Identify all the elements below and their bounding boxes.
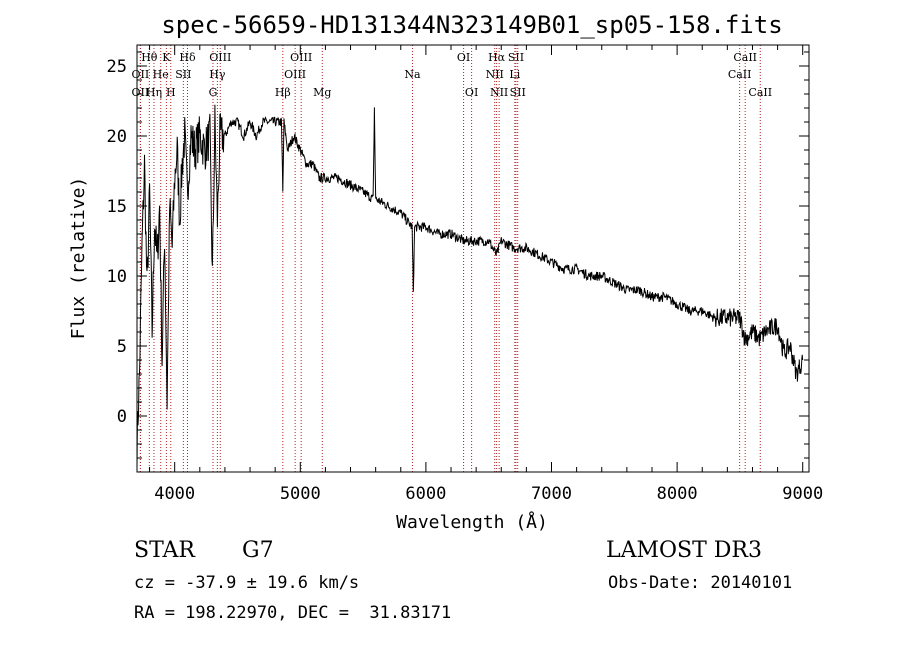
line-marker-label-19: Hα xyxy=(488,51,506,64)
line-marker-label-21: NII xyxy=(490,86,508,99)
line-marker-label-15: Mg xyxy=(313,86,331,99)
x-tick-label-7000: 7000 xyxy=(531,484,572,504)
line-marker-label-4: He xyxy=(153,68,169,81)
line-marker-label-6: H xyxy=(166,86,176,99)
line-marker-label-0: Hθ xyxy=(141,51,158,64)
line-marker-label-27: CaII xyxy=(748,86,772,99)
spectrum-chart: spec-56659-HD131344N323149B01_sp05-158.f… xyxy=(68,11,823,533)
line-marker-label-9: OIII xyxy=(209,51,231,64)
object-subclass: G7 xyxy=(242,538,274,563)
spectrum-series xyxy=(136,104,804,467)
line-marker-label-16: Na xyxy=(404,68,421,81)
line-marker-label-23: Li xyxy=(509,68,520,81)
y-tick-label-20: 20 xyxy=(107,127,127,147)
redshift-readout: cz = -37.9 ± 19.6 km/s xyxy=(134,573,360,593)
line-marker-label-8: SII xyxy=(175,68,191,81)
line-marker-label-7: Hδ xyxy=(179,51,196,64)
line-marker-label-25: CaII xyxy=(733,51,757,64)
plot-frame xyxy=(136,44,810,473)
line-marker-label-5: Hη xyxy=(146,86,162,99)
x-tick-label-4000: 4000 xyxy=(154,484,195,504)
y-tick-label-25: 25 xyxy=(107,57,127,77)
line-marker-label-17: OI xyxy=(457,51,470,64)
spectrum-line xyxy=(136,104,804,467)
x-axis-label: Wavelength (Å) xyxy=(396,511,548,533)
line-marker-label-24: SII xyxy=(510,86,526,99)
y-axis-label: Flux (relative) xyxy=(68,177,89,340)
chart-title: spec-56659-HD131344N323149B01_sp05-158.f… xyxy=(161,11,782,39)
line-marker-label-3: K xyxy=(162,51,171,64)
line-marker-label-13: OIII xyxy=(290,51,312,64)
y-tick-label-10: 10 xyxy=(107,267,127,287)
line-marker-label-22: SII xyxy=(508,51,524,64)
x-tick-label-9000: 9000 xyxy=(782,484,823,504)
line-marker-label-1: OII xyxy=(132,68,150,81)
line-markers: Hθ OII OII K He Hη H Hδ SII OIII Hγ G Hβ OIII OIII Mg Na… xyxy=(132,45,772,472)
object-class: STAR xyxy=(134,538,195,563)
axes: 4000 5000 6000 7000 8000 9000 0 5 10 15 20 25 xyxy=(107,45,823,504)
line-marker-label-11: G xyxy=(209,86,218,99)
x-tick-label-6000: 6000 xyxy=(405,484,446,504)
line-marker-label-12: Hβ xyxy=(275,86,291,99)
y-tick-label-0: 0 xyxy=(117,407,127,427)
obs-date: Obs-Date: 20140101 xyxy=(608,573,793,593)
line-marker-label-14: OIII xyxy=(284,68,306,81)
line-marker-label-26: CaII xyxy=(728,68,752,81)
y-tick-label-5: 5 xyxy=(117,337,127,357)
survey-name: LAMOST DR3 xyxy=(606,538,762,563)
line-marker-label-18: OI xyxy=(465,86,478,99)
x-tick-label-5000: 5000 xyxy=(280,484,321,504)
coordinates: RA = 198.22970, DEC = 31.83171 xyxy=(134,603,452,623)
line-marker-label-20: NII xyxy=(486,68,504,81)
x-tick-label-8000: 8000 xyxy=(657,484,698,504)
y-tick-label-15: 15 xyxy=(107,197,127,217)
line-marker-label-10: Hγ xyxy=(209,68,226,81)
line-marker-label-2: OII xyxy=(132,86,150,99)
